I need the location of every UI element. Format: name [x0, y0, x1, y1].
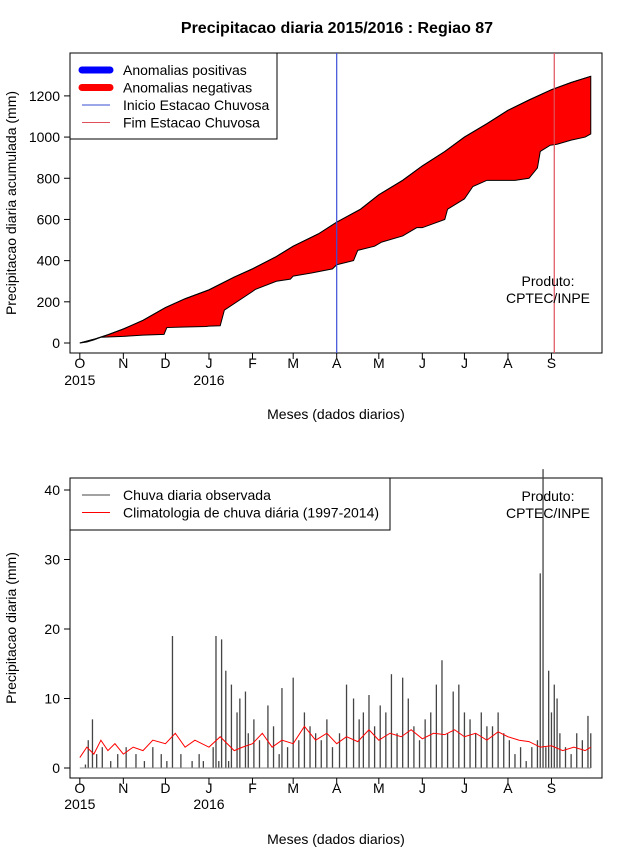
- month-tick-label: M: [287, 355, 299, 371]
- legend-label: Inicio Estacao Chuvosa: [123, 97, 270, 113]
- year-label: 2015: [64, 796, 95, 812]
- year-label: 2016: [193, 372, 224, 388]
- legend-label: Chuva diaria observada: [123, 487, 271, 503]
- y-tick-label: 40: [44, 482, 60, 498]
- y-tick-label: 10: [44, 691, 60, 707]
- legend-label: Anomalias negativas: [123, 80, 252, 96]
- legend: Chuva diaria observada Climatologia de ch…: [69, 477, 391, 531]
- month-tick-label: N: [118, 780, 128, 796]
- month-tick-label: D: [160, 355, 170, 371]
- x-axis-label: Meses (dados diarios): [267, 406, 405, 422]
- month-tick-label: S: [547, 780, 556, 796]
- y-axis-label: Precipitacao diaria (mm): [3, 552, 19, 704]
- y-tick-label: 800: [37, 170, 61, 186]
- month-tick-label: J: [419, 355, 426, 371]
- month-tick-label: F: [248, 780, 257, 796]
- legend-label: Climatologia de chuva diária (1997-2014): [123, 505, 379, 521]
- month-tick-label: S: [547, 355, 556, 371]
- year-label: 2015: [64, 372, 95, 388]
- month-tick-label: J: [205, 780, 212, 796]
- y-tick-label: 30: [44, 552, 60, 568]
- product-annotation: CPTEC/INPE: [506, 290, 590, 306]
- y-axis-label: Precipitacao diaria acumulada (mm): [3, 91, 19, 315]
- y-tick-label: 1200: [29, 88, 60, 104]
- month-tick-label: M: [373, 780, 385, 796]
- month-tick-label: A: [503, 355, 513, 371]
- y-tick-label: 20: [44, 621, 60, 637]
- month-tick-label: N: [118, 355, 128, 371]
- month-tick-label: J: [461, 355, 468, 371]
- plot-frame: [69, 52, 603, 354]
- month-tick-label: D: [160, 780, 170, 796]
- month-tick-label: O: [74, 355, 85, 371]
- x-axis-label: Meses (dados diarios): [267, 831, 405, 847]
- product-annotation: Produto:: [522, 488, 575, 504]
- y-tick-label: 1000: [29, 129, 60, 145]
- month-tick-label: A: [503, 780, 513, 796]
- y-tick-label: 600: [37, 211, 61, 227]
- legend-label: Anomalias positivas: [123, 62, 247, 78]
- product-annotation: Produto:: [522, 273, 575, 289]
- year-label: 2016: [193, 796, 224, 812]
- y-tick-label: 0: [52, 760, 60, 776]
- month-tick-label: M: [287, 780, 299, 796]
- month-tick-label: J: [205, 355, 212, 371]
- y-tick-label: 400: [37, 253, 61, 269]
- month-tick-label: M: [373, 355, 385, 371]
- legend-frame: [69, 477, 391, 531]
- y-tick-label: 200: [37, 294, 61, 310]
- month-tick-label: O: [74, 780, 85, 796]
- climatology-cumulative-line: [79, 75, 591, 344]
- month-tick-label: F: [248, 355, 257, 371]
- legend: Anomalias positivas Anomalias negativasIn…: [69, 52, 278, 140]
- page-title: Precipitacao diaria 2015/2016 : Regiao 8…: [181, 20, 493, 37]
- y-tick-label: 0: [52, 335, 60, 351]
- month-tick-label: A: [332, 355, 342, 371]
- month-tick-label: J: [461, 780, 468, 796]
- product-annotation: CPTEC/INPE: [506, 505, 590, 521]
- month-tick-label: A: [332, 780, 342, 796]
- cumulative-precipitation-chart: 0 200 400 600 800 1000 1200 O N D J F M A M J J A S 2015 201…: [3, 52, 603, 422]
- month-tick-label: J: [419, 780, 426, 796]
- daily-precipitation-chart: 0 10 20 30 40 O N D J F M A M J J A S 2015 2016 Meses (dado…: [3, 469, 603, 847]
- climatology-daily-line: [79, 725, 592, 758]
- legend-label: Fim Estacao Chuvosa: [123, 115, 260, 131]
